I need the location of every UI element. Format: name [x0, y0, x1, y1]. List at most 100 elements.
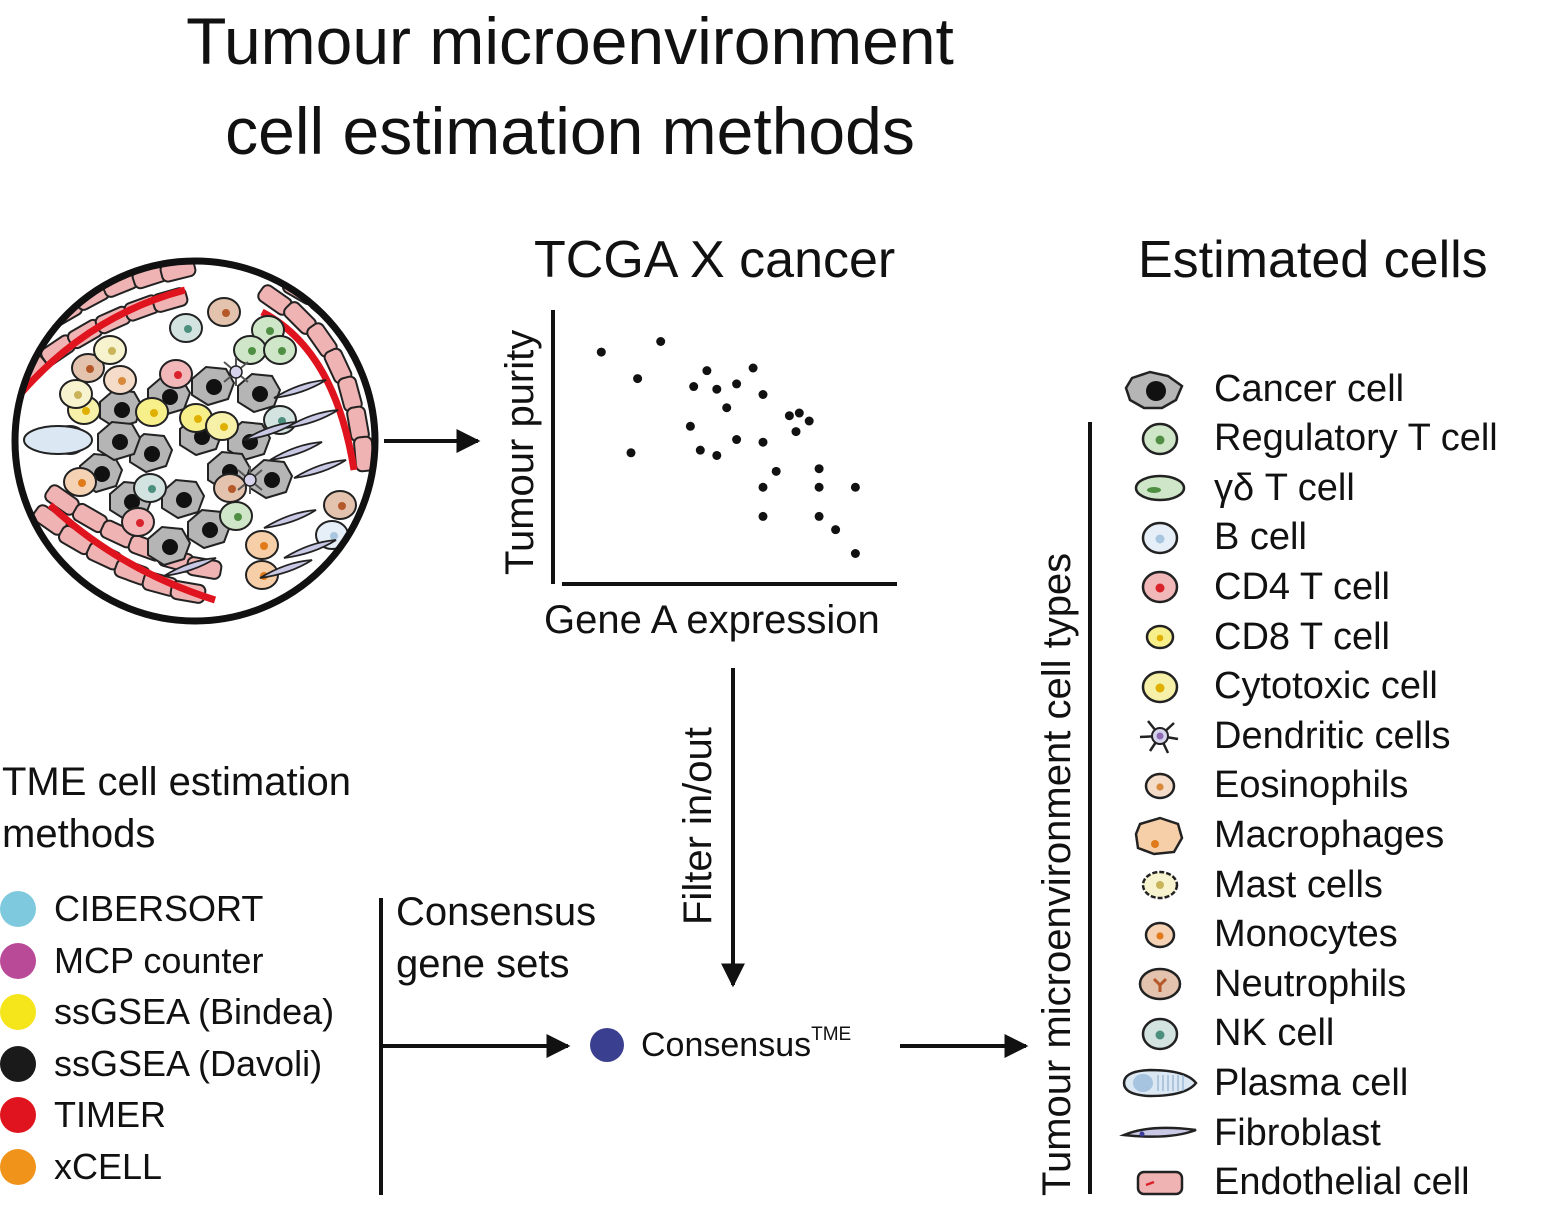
estimated-cell-item: Eosinophils [1110, 761, 1540, 811]
filter-label: Filter in/out [676, 727, 720, 925]
mast-cell-icon [1110, 860, 1210, 910]
estimated-cell-label: γδ T cell [1214, 466, 1355, 509]
nk-cell-icon [1110, 1009, 1210, 1059]
method-color-dot [0, 1149, 36, 1185]
tumour-tissue-illustration [11, 257, 379, 625]
estimated-cell-item: Regulatory T cell [1110, 414, 1540, 464]
estimated-cell-label: Dendritic cells [1214, 714, 1451, 757]
estimated-cells-heading: Estimated cells [1138, 231, 1488, 289]
method-color-dot [0, 891, 36, 927]
method-label: MCP counter [54, 939, 264, 981]
scatter-point [712, 450, 722, 460]
scatter-point [784, 411, 794, 421]
monocyte-icon [1110, 910, 1210, 960]
estimated-cell-label: NK cell [1214, 1012, 1335, 1055]
method-label: CIBERSORT [54, 888, 264, 929]
estimated-cell-label: Cancer cell [1214, 367, 1405, 410]
dendritic-cell-icon [1110, 711, 1210, 761]
scatter-point [685, 421, 695, 431]
b-cell-icon [1110, 513, 1210, 563]
eosinophil-icon [1110, 761, 1210, 811]
scatter-point [814, 464, 824, 474]
estimated-cell-label: Regulatory T cell [1214, 417, 1498, 460]
estimated-cell-item: Neutrophils [1110, 959, 1540, 1009]
method-legend-item: ssGSEA (Bindea) [0, 988, 334, 1036]
estimated-cell-label: Plasma cell [1214, 1061, 1409, 1104]
plasma-cell-icon [1110, 1058, 1210, 1108]
scatter-point [626, 448, 636, 458]
scatter-plot [551, 310, 897, 586]
scatter-point [702, 366, 712, 376]
scatter-point [831, 525, 841, 535]
estimated-cell-item: γδ T cell [1110, 463, 1540, 513]
gene-sets-label-line2: gene sets [396, 942, 570, 986]
scatter-point [748, 363, 758, 373]
estimated-cell-label: Fibroblast [1214, 1111, 1381, 1154]
scatter-point [791, 427, 801, 437]
consensus-sup: TME [811, 1023, 852, 1045]
scatter-point [712, 384, 722, 394]
regulatory-t-cell-icon [1110, 414, 1210, 464]
method-label: TIMER [54, 1094, 166, 1136]
method-color-dot [0, 1097, 36, 1134]
estimated-cell-label: Endothelial cell [1214, 1161, 1470, 1204]
scatter-point [758, 437, 768, 447]
estimated-cell-label: Monocytes [1214, 913, 1398, 956]
scatter-y-label: Tumour purity [498, 329, 542, 575]
scatter-point [722, 403, 732, 413]
cancer-cell-icon [1110, 364, 1210, 414]
estimated-cell-item: Plasma cell [1110, 1058, 1540, 1108]
scatter-point [771, 466, 781, 476]
cytotoxic-cell-icon [1110, 662, 1210, 712]
macrophage-icon [1110, 810, 1210, 860]
estimated-cell-item: Monocytes [1110, 910, 1540, 960]
scatter-point [695, 445, 705, 455]
estimated-cell-item: Mast cells [1110, 860, 1540, 910]
methods-heading-line1: TME cell estimation [2, 760, 351, 804]
scatter-point [656, 337, 666, 346]
consensus-tme-label: ConsensusTME [641, 1023, 852, 1065]
estimated-cell-label: Eosinophils [1214, 764, 1409, 807]
method-legend-item: CIBERSORT [0, 885, 263, 933]
estimated-cell-item: Cancer cell [1110, 364, 1540, 414]
method-label: ssGSEA (Bindea) [54, 991, 335, 1033]
scatter-point [732, 435, 742, 445]
estimated-cell-item: Fibroblast [1110, 1108, 1540, 1158]
page-title-line1: Tumour microenvironment [186, 4, 954, 78]
scatter-point [689, 382, 699, 392]
scatter-point [758, 511, 768, 521]
page-title-line2: cell estimation methods [225, 94, 915, 168]
consensus-dot [590, 1028, 624, 1062]
endothelial-cell-icon [1110, 1158, 1210, 1208]
scatter-point [804, 416, 814, 426]
estimated-cell-item: Cytotoxic cell [1110, 662, 1540, 712]
method-color-dot [0, 1045, 36, 1082]
estimated-cell-label: Cytotoxic cell [1214, 665, 1438, 708]
method-legend-item: MCP counter [0, 937, 263, 985]
estimated-cell-label: CD8 T cell [1214, 615, 1390, 658]
scatter-point [814, 482, 824, 492]
scatter-point [758, 482, 768, 492]
estimated-cell-label: CD4 T cell [1214, 565, 1390, 608]
fibroblast-icon [1110, 1108, 1210, 1158]
estimated-cell-item: CD8 T cell [1110, 612, 1540, 662]
estimated-cell-item: Endothelial cell [1110, 1158, 1540, 1208]
scatter-point [850, 482, 860, 492]
estimated-cell-label: Neutrophils [1214, 962, 1407, 1005]
scatter-point [794, 408, 804, 418]
estimated-cell-label: Macrophages [1214, 813, 1445, 856]
method-legend-item: TIMER [0, 1091, 166, 1139]
method-label: ssGSEA (Davoli) [54, 1042, 323, 1084]
consensus-label: Consensus [641, 1026, 812, 1064]
method-legend-item: ssGSEA (Davoli) [0, 1040, 322, 1088]
scatter-point [732, 379, 742, 389]
estimated-cell-item: NK cell [1110, 1009, 1540, 1059]
method-color-dot [0, 942, 36, 979]
scatter-x-label: Gene A expression [544, 598, 880, 642]
scatter-point [814, 511, 824, 521]
estimated-cell-item: B cell [1110, 513, 1540, 563]
methods-legend: CIBERSORT MCP counter ssGSEA (Bindea) ssGSE… [0, 885, 370, 1205]
cd8-t-cell-icon [1110, 612, 1210, 662]
scatter-point [633, 374, 643, 384]
cd4-t-cell-icon [1110, 562, 1210, 612]
